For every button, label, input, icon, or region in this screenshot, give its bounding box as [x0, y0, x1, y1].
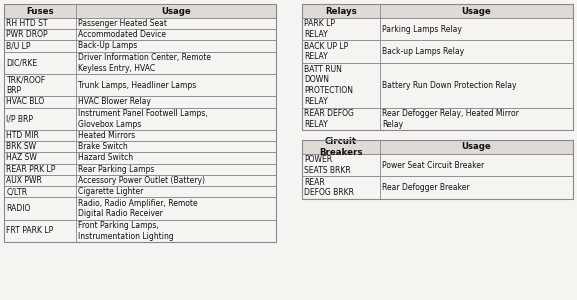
Bar — [302, 4, 573, 18]
Bar — [4, 96, 276, 108]
Text: Passenger Heated Seat: Passenger Heated Seat — [78, 19, 167, 28]
Bar — [4, 186, 276, 197]
Bar — [4, 197, 276, 220]
Bar — [4, 18, 276, 29]
Bar — [4, 108, 276, 130]
Text: PWR DROP: PWR DROP — [6, 30, 48, 39]
Bar — [302, 140, 573, 199]
Text: REAR DEFOG
RELAY: REAR DEFOG RELAY — [305, 109, 354, 129]
Bar — [4, 220, 276, 242]
Text: Accessory Power Outlet (Battery): Accessory Power Outlet (Battery) — [78, 176, 205, 185]
Text: Usage: Usage — [161, 7, 191, 16]
Bar — [302, 140, 573, 154]
Bar — [302, 18, 573, 40]
Text: AUX PWR: AUX PWR — [6, 176, 42, 185]
Text: Rear Defogger Breaker: Rear Defogger Breaker — [383, 183, 470, 192]
Text: Circuit
Breakers: Circuit Breakers — [319, 137, 363, 157]
Text: FRT PARK LP: FRT PARK LP — [6, 226, 54, 235]
Bar — [4, 29, 276, 40]
Text: Driver Information Center, Remote
Keyless Entry, HVAC: Driver Information Center, Remote Keyles… — [78, 53, 212, 73]
Text: HAZ SW: HAZ SW — [6, 154, 38, 163]
Text: TRK/ROOF
BRP: TRK/ROOF BRP — [6, 75, 46, 95]
Bar — [302, 4, 573, 130]
Text: Back-up Lamps Relay: Back-up Lamps Relay — [383, 47, 464, 56]
Bar — [4, 52, 276, 74]
Bar — [4, 40, 276, 52]
Text: RH HTD ST: RH HTD ST — [6, 19, 48, 28]
Bar — [302, 154, 573, 176]
Text: Trunk Lamps, Headliner Lamps: Trunk Lamps, Headliner Lamps — [78, 81, 197, 90]
Text: POWER
SEATS BRKR: POWER SEATS BRKR — [305, 155, 351, 175]
Text: Rear Defogger Relay, Heated Mirror
Relay: Rear Defogger Relay, Heated Mirror Relay — [383, 109, 519, 129]
Text: Battery Run Down Protection Relay: Battery Run Down Protection Relay — [383, 81, 517, 90]
Text: BACK UP LP
RELAY: BACK UP LP RELAY — [305, 42, 349, 62]
Text: REAR
DEFOG BRKR: REAR DEFOG BRKR — [305, 178, 354, 197]
Text: Cigarette Lighter: Cigarette Lighter — [78, 187, 144, 196]
Text: HVAC BLO: HVAC BLO — [6, 98, 45, 106]
Text: Parking Lamps Relay: Parking Lamps Relay — [383, 25, 462, 34]
Text: Back-Up Lamps: Back-Up Lamps — [78, 41, 138, 50]
Text: Rear Parking Lamps: Rear Parking Lamps — [78, 165, 155, 174]
Text: Hazard Switch: Hazard Switch — [78, 154, 134, 163]
Bar — [302, 40, 573, 63]
Text: REAR PRK LP: REAR PRK LP — [6, 165, 56, 174]
Text: Fuses: Fuses — [26, 7, 54, 16]
Text: Front Parking Lamps,
Instrumentation Lighting: Front Parking Lamps, Instrumentation Lig… — [78, 221, 174, 241]
Text: B/U LP: B/U LP — [6, 41, 31, 50]
Text: DIC/RKE: DIC/RKE — [6, 58, 38, 67]
Bar — [302, 176, 573, 199]
Text: Radio, Radio Amplifier, Remote
Digital Radio Receiver: Radio, Radio Amplifier, Remote Digital R… — [78, 199, 198, 218]
Bar — [4, 152, 276, 164]
Text: Usage: Usage — [462, 7, 492, 16]
Text: Instrument Panel Footwell Lamps,
Glovebox Lamps: Instrument Panel Footwell Lamps, Glovebo… — [78, 109, 208, 129]
Text: Heated Mirrors: Heated Mirrors — [78, 131, 136, 140]
Bar — [4, 164, 276, 175]
Text: RADIO: RADIO — [6, 204, 31, 213]
Bar — [4, 4, 276, 18]
Text: Brake Switch: Brake Switch — [78, 142, 128, 151]
Text: Usage: Usage — [462, 142, 492, 152]
Bar — [4, 141, 276, 152]
Text: Power Seat Circuit Breaker: Power Seat Circuit Breaker — [383, 161, 485, 170]
Text: C/LTR: C/LTR — [6, 187, 28, 196]
Text: BRK SW: BRK SW — [6, 142, 36, 151]
Bar — [302, 108, 573, 130]
Bar — [4, 4, 276, 242]
Bar — [302, 63, 573, 108]
Text: PARK LP
RELAY: PARK LP RELAY — [305, 19, 335, 39]
Bar — [4, 130, 276, 141]
Text: Relays: Relays — [325, 7, 357, 16]
Bar — [4, 74, 276, 96]
Text: HTD MIR: HTD MIR — [6, 131, 39, 140]
Text: HVAC Blower Relay: HVAC Blower Relay — [78, 98, 151, 106]
Text: BATT RUN
DOWN
PROTECTION
RELAY: BATT RUN DOWN PROTECTION RELAY — [305, 64, 354, 106]
Text: Accommodated Device: Accommodated Device — [78, 30, 167, 39]
Text: I/P BRP: I/P BRP — [6, 114, 33, 123]
Bar — [4, 175, 276, 186]
